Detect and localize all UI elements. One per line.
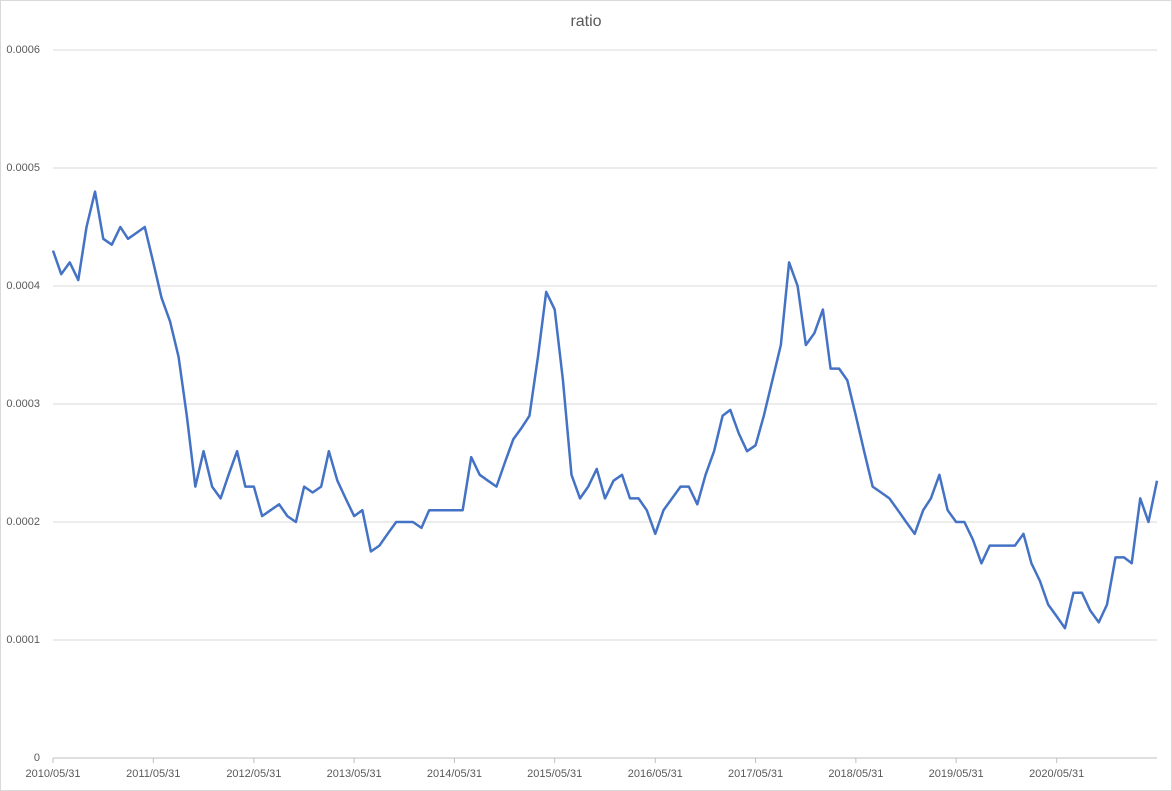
y-tick-label: 0.0004 <box>6 280 40 292</box>
chart-title: ratio <box>570 13 601 30</box>
x-tick-label: 2011/05/31 <box>126 768 180 780</box>
y-tick-label: 0.0002 <box>6 516 40 528</box>
x-tick-label: 2017/05/31 <box>728 768 783 780</box>
y-tick-label: 0.0003 <box>6 398 40 410</box>
y-tick-label: 0.0005 <box>6 162 40 174</box>
x-tick-label: 2010/05/31 <box>25 768 80 780</box>
x-tick-label: 2013/05/31 <box>327 768 382 780</box>
x-tick-label: 2014/05/31 <box>427 768 482 780</box>
x-tick-label: 2015/05/31 <box>527 768 582 780</box>
line-series <box>51 190 1159 630</box>
y-tick-label: 0 <box>34 752 40 764</box>
x-tick-label: 2016/05/31 <box>628 768 683 780</box>
x-tick-label: 2020/05/31 <box>1029 768 1084 780</box>
x-tick-label: 2012/05/31 <box>226 768 281 780</box>
y-tick-label: 0.0006 <box>6 44 40 56</box>
y-tick-label: 0.0001 <box>6 634 40 646</box>
x-tick-label: 2018/05/31 <box>828 768 883 780</box>
x-tick-label: 2019/05/31 <box>929 768 984 780</box>
